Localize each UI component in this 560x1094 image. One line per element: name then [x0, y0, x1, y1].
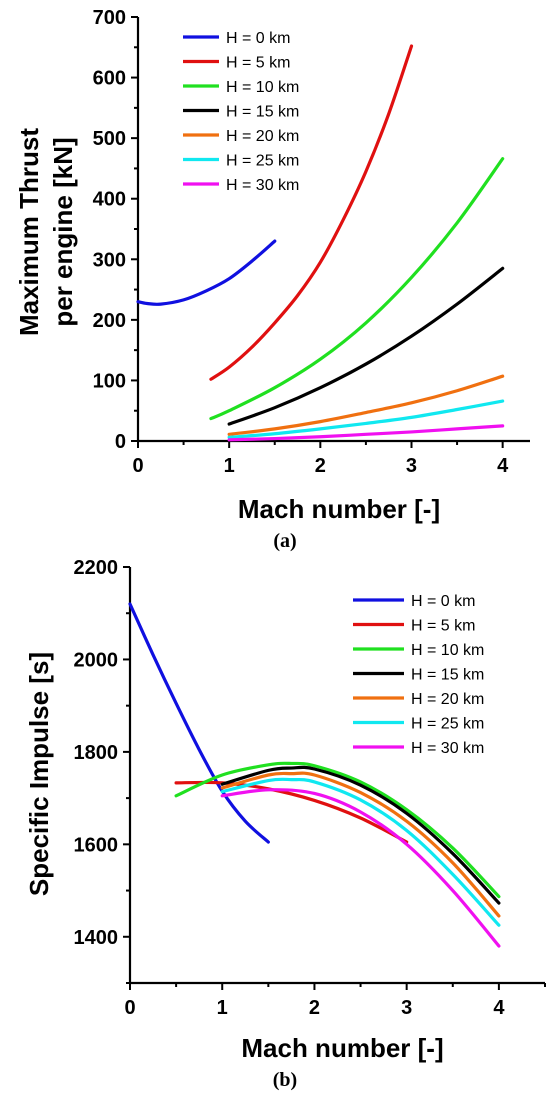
x-tick-label: 2	[309, 997, 320, 1019]
legend-label: H = 30 km	[226, 177, 299, 194]
y-tick-label: 0	[115, 431, 126, 453]
legend-label: H = 5 km	[226, 55, 290, 72]
y-tick-label: 2000	[74, 649, 119, 671]
legend-label: H = 25 km	[411, 716, 484, 733]
series-line-2	[209, 157, 505, 421]
x-axis-label: Mach number [-]	[241, 1033, 443, 1063]
y-tick-label: 600	[93, 68, 126, 90]
thrust-chart: 0 100 200 300 400 500 600 700 0 1 2 3 4 Mach number […	[14, 7, 530, 552]
series-line-5	[227, 399, 505, 439]
impulse-chart: 1400 1600 1800 2000 2200 0 1 2 3 4 Mach number [-]…	[24, 557, 546, 1091]
y-axis-label: Specific Impulse [s]	[24, 652, 54, 896]
series-line-0	[136, 239, 277, 306]
x-tick-label: 3	[406, 455, 417, 477]
x-tick-label: 0	[132, 455, 143, 477]
legend-label: H = 30 km	[411, 740, 484, 757]
legend-label: H = 20 km	[226, 128, 299, 145]
x-tick-label: 0	[124, 997, 135, 1019]
legend: H = 0 km H = 5 km H = 10 km H = 15 km H = 20…	[183, 30, 299, 194]
y-tick-label: 2200	[74, 557, 119, 579]
y-axis-label: per engine [kN]	[48, 137, 78, 326]
x-tick-label: 4	[493, 997, 505, 1019]
series-line-5	[220, 777, 501, 927]
chart-caption: (a)	[273, 530, 296, 552]
y-tick-label: 200	[93, 310, 126, 332]
x-tick-label: 2	[315, 455, 326, 477]
x-tick-label: 1	[217, 997, 228, 1019]
series-line-1	[174, 780, 409, 844]
x-tick-label: 4	[497, 455, 509, 477]
series-line-3	[220, 765, 501, 905]
series-line-6	[227, 424, 505, 442]
x-tick-label: 1	[224, 455, 235, 477]
y-tick-label: 1600	[74, 834, 119, 856]
legend-label: H = 20 km	[411, 691, 484, 708]
legend-label: H = 5 km	[411, 618, 475, 635]
chart-caption: (b)	[273, 1069, 297, 1091]
legend: H = 0 km H = 5 km H = 10 km H = 15 km H = 20…	[353, 593, 484, 757]
series-line-1	[209, 44, 414, 381]
legend-label: H = 0 km	[226, 30, 290, 47]
y-tick-label: 100	[93, 370, 126, 392]
legend-label: H = 15 km	[411, 667, 484, 684]
series-line-2	[174, 761, 501, 899]
legend-label: H = 10 km	[411, 642, 484, 659]
y-tick-label: 300	[93, 249, 126, 271]
y-tick-label: 1800	[74, 742, 119, 764]
legend-label: H = 0 km	[411, 593, 475, 610]
x-axis-label: Mach number [-]	[238, 494, 440, 524]
y-tick-label: 700	[93, 7, 126, 29]
legend-label: H = 10 km	[226, 79, 299, 96]
x-tick-label: 3	[401, 997, 412, 1019]
y-tick-label: 400	[93, 189, 126, 211]
series-line-3	[227, 266, 505, 426]
series-line-4	[220, 771, 501, 918]
series-line-6	[220, 788, 501, 948]
series-line-0	[128, 602, 270, 844]
y-tick-label: 1400	[74, 927, 119, 949]
y-tick-label: 500	[93, 128, 126, 150]
y-axis-label: Maximum Thrust	[14, 128, 44, 336]
legend-label: H = 25 km	[226, 153, 299, 170]
series-line-4	[227, 374, 505, 436]
legend-label: H = 15 km	[226, 104, 299, 121]
